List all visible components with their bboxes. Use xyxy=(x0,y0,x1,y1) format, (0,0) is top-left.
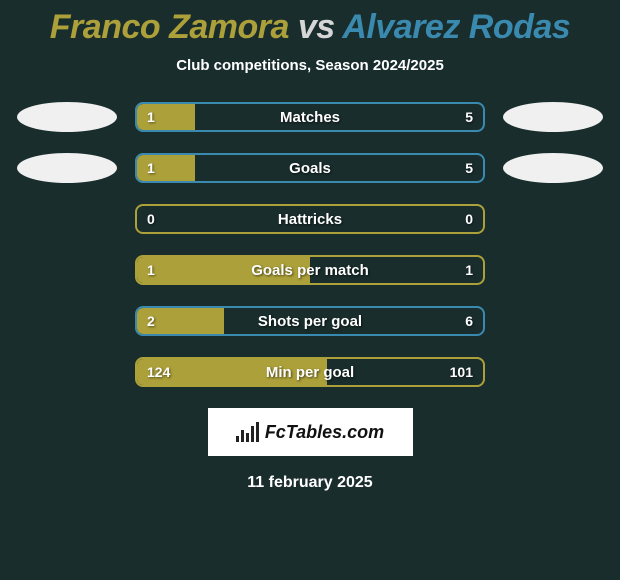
player1-photo xyxy=(17,102,117,132)
photo-spacer xyxy=(503,357,603,387)
photo-spacer xyxy=(17,357,117,387)
stat-row: 15Matches xyxy=(0,102,620,132)
stat-label: Min per goal xyxy=(137,364,483,381)
stats-container: 15Matches 15Goals 00Hattricks 11Goals per m… xyxy=(0,102,620,387)
stat-row: 15Goals xyxy=(0,153,620,183)
logo-bars-icon xyxy=(236,422,259,442)
stat-bar: 124101Min per goal xyxy=(135,357,485,387)
stat-row: 00Hattricks xyxy=(0,204,620,234)
photo-spacer xyxy=(503,255,603,285)
stat-bar: 15Goals xyxy=(135,153,485,183)
player2-photo xyxy=(503,102,603,132)
stat-bar: 26Shots per goal xyxy=(135,306,485,336)
stat-label: Goals xyxy=(137,160,483,177)
date-label: 11 february 2025 xyxy=(0,474,620,492)
page-title: Franco Zamora vs Alvarez Rodas xyxy=(0,0,620,47)
stat-row: 26Shots per goal xyxy=(0,306,620,336)
photo-spacer xyxy=(17,204,117,234)
photo-spacer xyxy=(503,204,603,234)
logo-text: FcTables.com xyxy=(265,422,384,443)
stat-label: Shots per goal xyxy=(137,313,483,330)
subtitle: Club competitions, Season 2024/2025 xyxy=(0,57,620,74)
stat-label: Matches xyxy=(137,109,483,126)
title-separator: vs xyxy=(298,8,335,46)
stat-label: Hattricks xyxy=(137,211,483,228)
fctables-logo[interactable]: FcTables.com xyxy=(208,408,413,456)
player1-name: Franco Zamora xyxy=(50,8,289,46)
player1-photo xyxy=(17,153,117,183)
stat-row: 124101Min per goal xyxy=(0,357,620,387)
stat-label: Goals per match xyxy=(137,262,483,279)
player2-photo xyxy=(503,153,603,183)
stat-bar: 15Matches xyxy=(135,102,485,132)
photo-spacer xyxy=(17,306,117,336)
photo-spacer xyxy=(503,306,603,336)
stat-row: 11Goals per match xyxy=(0,255,620,285)
photo-spacer xyxy=(17,255,117,285)
stat-bar: 11Goals per match xyxy=(135,255,485,285)
stat-bar: 00Hattricks xyxy=(135,204,485,234)
player2-name: Alvarez Rodas xyxy=(342,8,570,46)
